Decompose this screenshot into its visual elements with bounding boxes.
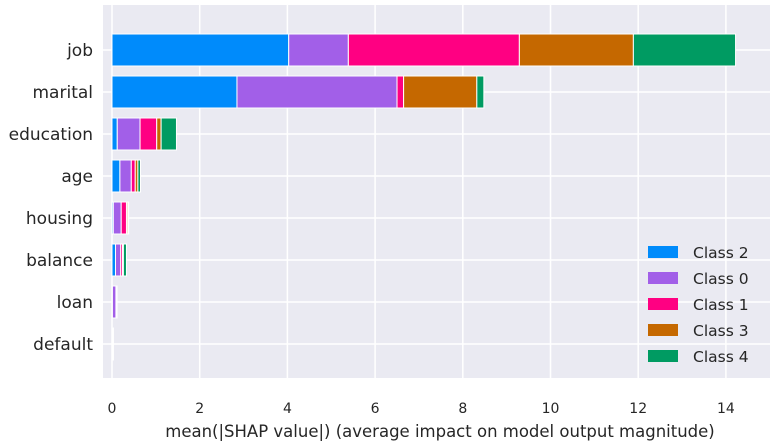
legend-label: Class 4 bbox=[693, 348, 749, 366]
bar-job-series-2 bbox=[347, 33, 520, 67]
bar-default-series-4 bbox=[112, 327, 114, 361]
x-tick-label: 12 bbox=[629, 401, 647, 417]
bar-age-series-1 bbox=[119, 159, 132, 193]
bar-education-series-2 bbox=[139, 117, 158, 151]
bar-marital-series-4 bbox=[476, 75, 485, 109]
bar-education-series-3 bbox=[156, 117, 162, 151]
legend-swatch bbox=[648, 272, 678, 284]
category-label: marital bbox=[33, 83, 94, 103]
bars bbox=[111, 33, 737, 361]
bar-housing-series-2 bbox=[120, 201, 127, 235]
category-label: housing bbox=[26, 209, 93, 229]
x-tick-label: 6 bbox=[371, 401, 380, 417]
legend-swatch bbox=[648, 324, 678, 336]
x-tick-label: 8 bbox=[458, 401, 467, 417]
x-tick-labels: 0 2 4 6 8 10 12 14 bbox=[108, 401, 735, 417]
x-tick-label: 14 bbox=[717, 401, 735, 417]
bar-loan-series-1 bbox=[111, 285, 117, 319]
bar-job-series-1 bbox=[288, 33, 349, 67]
bar-age-series-0 bbox=[111, 159, 121, 193]
category-label: age bbox=[61, 167, 93, 187]
legend-swatch bbox=[648, 298, 678, 310]
bar-housing-series-1 bbox=[112, 201, 122, 235]
legend-label: Class 0 bbox=[693, 270, 749, 288]
x-tick-label: 2 bbox=[195, 401, 204, 417]
legend-swatch bbox=[648, 350, 678, 362]
bar-age-series-4 bbox=[137, 159, 142, 193]
bar-marital-series-0 bbox=[111, 75, 238, 109]
x-axis-label: mean(|SHAP value|) (average impact on mo… bbox=[165, 422, 715, 441]
legend-label: Class 3 bbox=[693, 322, 749, 340]
bar-balance-series-0 bbox=[111, 243, 117, 277]
bar-age-series-2 bbox=[130, 159, 136, 193]
x-tick-label: 10 bbox=[542, 401, 560, 417]
bar-job-series-3 bbox=[518, 33, 634, 67]
bar-balance-series-1 bbox=[115, 243, 122, 277]
bar-loan-series-4 bbox=[116, 285, 118, 319]
bar-balance-series-4 bbox=[122, 243, 127, 277]
category-label: loan bbox=[57, 293, 93, 313]
bar-education-series-0 bbox=[111, 117, 118, 151]
category-label: default bbox=[33, 335, 93, 355]
category-label: job bbox=[66, 41, 93, 61]
x-tick-label: 4 bbox=[283, 401, 292, 417]
bar-housing-series-4 bbox=[127, 201, 130, 235]
bar-marital-series-1 bbox=[236, 75, 398, 109]
bar-education-series-4 bbox=[160, 117, 177, 151]
legend-label: Class 2 bbox=[693, 244, 749, 262]
x-tick-label: 0 bbox=[108, 401, 117, 417]
category-label: balance bbox=[26, 251, 93, 271]
bar-job-series-4 bbox=[632, 33, 737, 67]
legend-swatch bbox=[648, 246, 678, 258]
category-label: education bbox=[9, 125, 93, 145]
bar-education-series-1 bbox=[116, 117, 141, 151]
category-labels: job marital education age housing balance loan… bbox=[9, 41, 94, 355]
bar-marital-series-3 bbox=[403, 75, 478, 109]
bar-marital-series-2 bbox=[396, 75, 405, 109]
plot-background bbox=[103, 5, 770, 378]
legend: Class 2 Class 0 Class 1 Class 3 Class 4 bbox=[648, 244, 749, 366]
legend-label: Class 1 bbox=[693, 296, 749, 314]
bar-job-series-0 bbox=[111, 33, 290, 67]
